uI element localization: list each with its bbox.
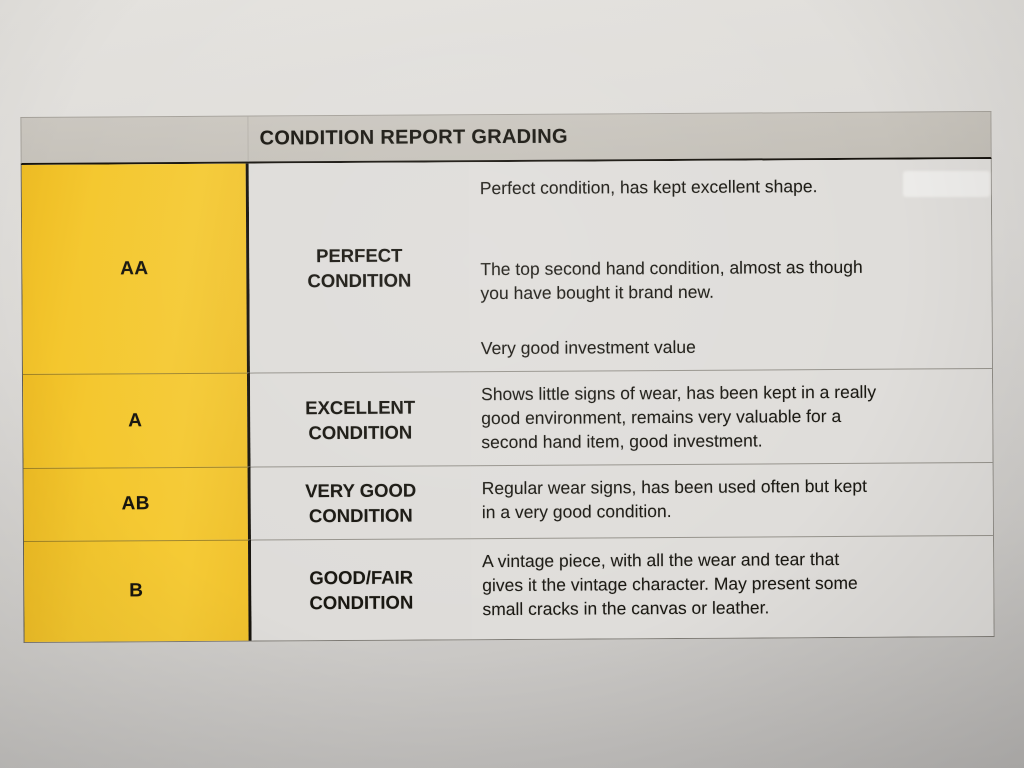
description-paragraph: The top second hand condition, almost as… bbox=[480, 256, 863, 304]
table-row-aa: AA PERFECT CONDITION Perfect condition, … bbox=[21, 159, 992, 374]
header-bar: CONDITION REPORT GRADING bbox=[20, 111, 992, 165]
table-body: AA PERFECT CONDITION Perfect condition, … bbox=[20, 159, 995, 643]
header-title-section: CONDITION REPORT GRADING bbox=[248, 112, 990, 162]
condition-label: EXCELLENT CONDITION bbox=[305, 396, 416, 443]
grade-text: AB bbox=[121, 493, 150, 515]
grade-cell: B bbox=[23, 539, 252, 642]
description-paragraph: Very good investment value bbox=[480, 336, 696, 359]
table-row-b: B GOOD/FAIR CONDITION A vintage piece, w… bbox=[23, 535, 994, 642]
condition-grading-table: CONDITION REPORT GRADING AA PERFECT COND… bbox=[20, 111, 995, 643]
description-paragraph: Shows little signs of wear, has been kep… bbox=[481, 381, 877, 453]
condition-label-cell: PERFECT CONDITION bbox=[248, 162, 470, 373]
header-grade-column-section bbox=[21, 116, 249, 163]
description-cell: Shows little signs of wear, has been kep… bbox=[469, 368, 993, 466]
grade-text: AA bbox=[120, 257, 149, 279]
condition-label-cell: GOOD/FAIR CONDITION bbox=[250, 538, 472, 641]
condition-label: PERFECT CONDITION bbox=[307, 244, 412, 291]
grade-cell: AA bbox=[21, 163, 250, 374]
condition-label: GOOD/FAIR CONDITION bbox=[309, 566, 414, 614]
grade-text: A bbox=[128, 409, 143, 431]
header-title: CONDITION REPORT GRADING bbox=[259, 125, 568, 150]
description-paragraph: A vintage piece, with all the wear and t… bbox=[482, 548, 858, 620]
description-cell: A vintage piece, with all the wear and t… bbox=[470, 535, 994, 640]
description-paragraph: Regular wear signs, has been used often … bbox=[481, 475, 867, 523]
table-row-ab: AB VERY GOOD CONDITION Regular wear sign… bbox=[23, 462, 993, 541]
whiteout-patch bbox=[903, 171, 990, 197]
description-paragraph: Perfect condition, has kept excellent sh… bbox=[479, 176, 818, 199]
description-cell: Regular wear signs, has been used often … bbox=[470, 462, 993, 539]
grade-cell: AB bbox=[23, 466, 251, 541]
condition-label: VERY GOOD CONDITION bbox=[305, 479, 417, 527]
condition-label-cell: VERY GOOD CONDITION bbox=[250, 465, 471, 540]
table-row-a: A EXCELLENT CONDITION Shows little signs… bbox=[22, 368, 993, 468]
grade-text: B bbox=[129, 580, 144, 602]
condition-label-cell: EXCELLENT CONDITION bbox=[249, 371, 471, 467]
grade-cell: A bbox=[22, 372, 251, 468]
